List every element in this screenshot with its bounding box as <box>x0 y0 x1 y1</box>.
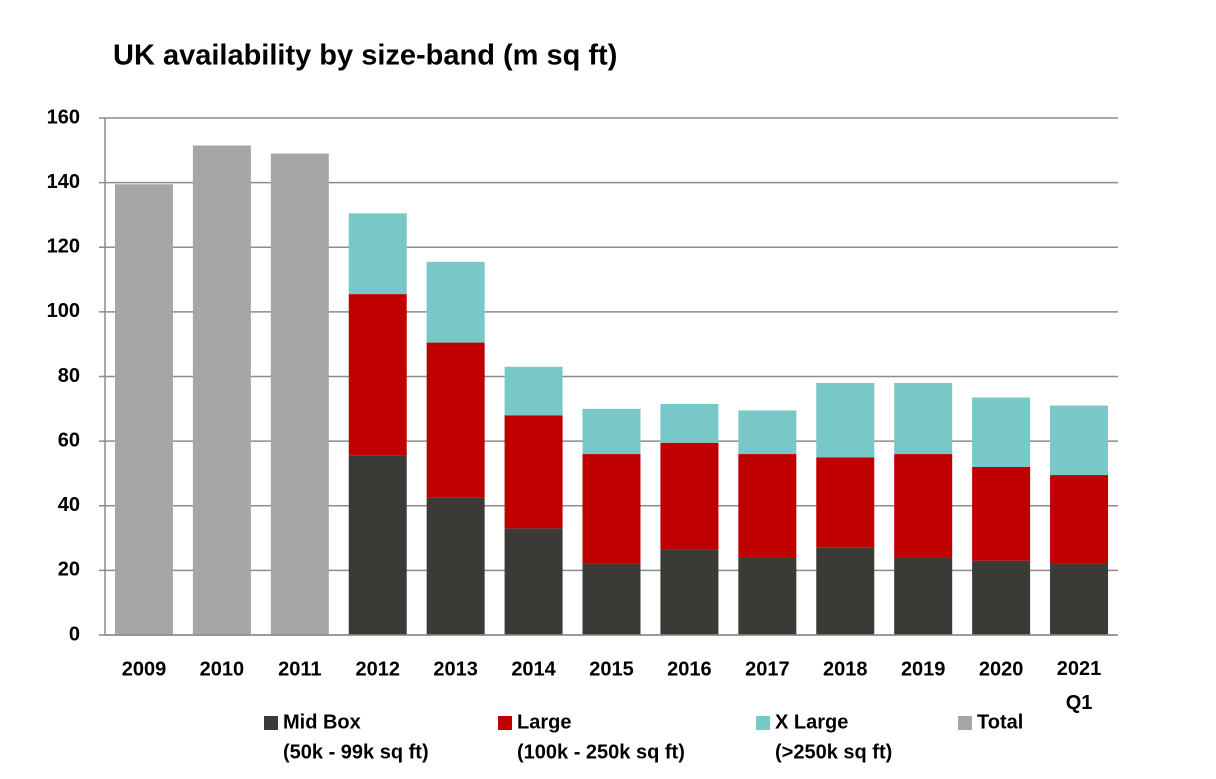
y-tick-label: 60 <box>58 429 80 451</box>
x-tick-label: 2016 <box>667 658 712 680</box>
bar-segment <box>192 145 251 635</box>
bar-segment <box>1050 405 1109 476</box>
bar-segment <box>348 455 407 635</box>
bar-segment <box>504 415 563 529</box>
bar-segment <box>894 557 953 635</box>
bar-segment <box>426 342 485 498</box>
bar-segment <box>270 153 329 635</box>
legend-label: Mid Box <box>283 711 361 733</box>
x-tick-label: 2010 <box>200 658 245 680</box>
bar-segment <box>738 454 797 558</box>
x-tick-label: 2013 <box>433 658 478 680</box>
legend-description: (>250k sq ft) <box>775 741 892 763</box>
legend-label: Total <box>977 711 1023 733</box>
bar-segment <box>348 294 407 456</box>
bar-segment <box>816 457 875 548</box>
chart-title: UK availability by size-band (m sq ft) <box>113 40 617 72</box>
y-tick-label: 80 <box>58 365 80 387</box>
bar-segment <box>894 454 953 558</box>
bar-segment <box>504 366 563 416</box>
legend-swatch <box>264 716 278 730</box>
x-tick-label: 2012 <box>355 658 400 680</box>
bar-segment <box>972 397 1031 467</box>
bar-segment <box>738 557 797 635</box>
bar-segment <box>894 382 953 455</box>
bar-segment <box>504 528 563 635</box>
y-tick-label: 120 <box>47 236 80 258</box>
legend-description: (50k - 99k sq ft) <box>283 741 429 763</box>
bar-segment <box>582 408 641 455</box>
y-tick-label: 160 <box>47 106 80 128</box>
y-tick-label: 140 <box>47 171 80 193</box>
y-tick-label: 40 <box>58 494 80 516</box>
bar-segment <box>426 261 485 343</box>
legend-swatch <box>756 716 770 730</box>
bar-segment <box>660 442 719 550</box>
bar-segment <box>660 549 719 635</box>
legend-swatch <box>498 716 512 730</box>
x-tick-label: 2015 <box>589 658 634 680</box>
bar-segment <box>738 410 797 455</box>
legend-label: Large <box>517 711 571 733</box>
x-tick-label: 2017 <box>745 658 790 680</box>
bar-segment <box>114 184 173 635</box>
bar-segment <box>972 560 1031 635</box>
x-tick-label: 2009 <box>122 658 167 680</box>
bar-segment <box>1050 475 1109 564</box>
bar-segment <box>972 466 1031 561</box>
bar-segment <box>1050 563 1109 635</box>
legend-label: X Large <box>775 711 848 733</box>
legend-swatch <box>958 716 972 730</box>
bar-segment <box>816 547 875 635</box>
x-tick-label: 2011 <box>278 658 321 680</box>
bar-segment <box>582 563 641 635</box>
bar-segment <box>348 213 407 295</box>
bar-segment <box>816 382 875 458</box>
bar-segment <box>660 403 719 443</box>
bar-segment <box>426 497 485 635</box>
bar-segment <box>582 454 641 564</box>
x-tick-label: 2020 <box>979 658 1024 680</box>
x-tick-label: 2019 <box>901 658 946 680</box>
x-tick-label: 2014 <box>511 658 556 680</box>
y-tick-label: 20 <box>58 559 80 581</box>
x-tick-label: 2021 Q1 <box>1057 658 1102 714</box>
x-tick-label: 2018 <box>823 658 868 680</box>
legend-description: (100k - 250k sq ft) <box>517 741 685 763</box>
y-tick-label: 0 <box>69 623 80 645</box>
y-tick-label: 100 <box>47 300 80 322</box>
